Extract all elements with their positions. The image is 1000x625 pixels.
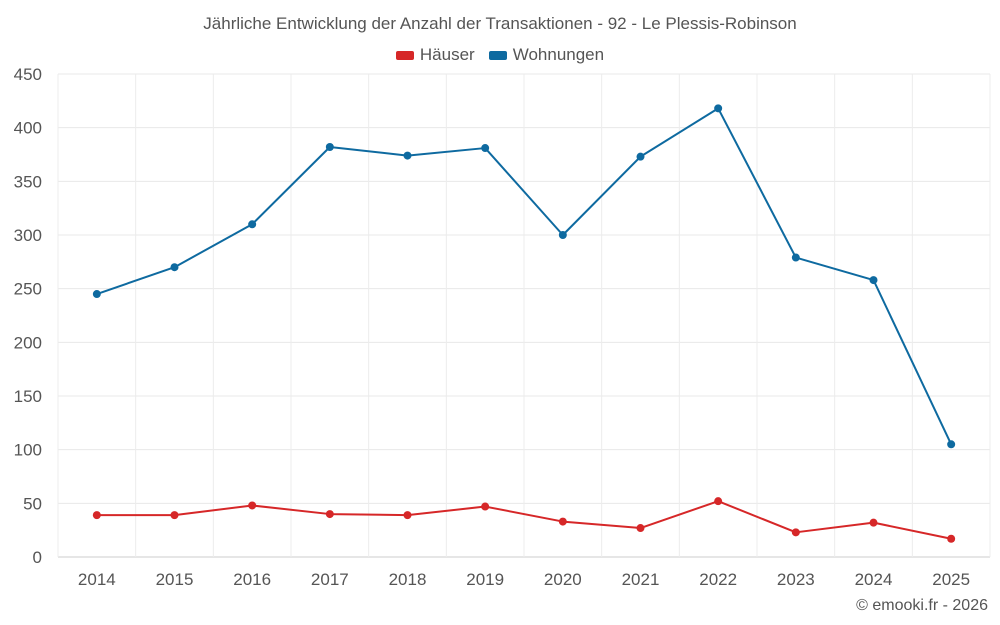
y-tick-label: 300	[14, 226, 42, 245]
legend: Häuser Wohnungen	[0, 45, 1000, 65]
series-line-wohnungen	[96, 107, 953, 445]
data-point-haeuser	[947, 534, 956, 543]
data-point-haeuser	[791, 528, 800, 537]
x-tick-label: 2023	[777, 570, 815, 589]
x-tick-label: 2024	[855, 570, 893, 589]
data-point-wohnungen	[947, 440, 956, 449]
credit-text: © emooki.fr - 2026	[856, 597, 988, 614]
data-point-wohnungen	[403, 151, 412, 160]
data-point-haeuser	[92, 511, 101, 520]
data-point-haeuser	[869, 518, 878, 527]
data-point-wohnungen	[791, 253, 800, 262]
data-point-wohnungen	[481, 144, 490, 153]
chart-title: Jährliche Entwicklung der Anzahl der Tra…	[203, 14, 797, 33]
legend-label-haeuser: Häuser	[419, 45, 475, 64]
y-tick-label: 450	[14, 65, 42, 84]
x-tick-label: 2016	[233, 570, 271, 589]
series-line-haeuser	[96, 500, 952, 540]
data-point-haeuser	[558, 517, 567, 526]
x-tick-label: 2021	[622, 570, 660, 589]
x-tick-label: 2014	[78, 570, 116, 589]
legend-swatch-haeuser	[395, 50, 414, 60]
data-point-haeuser	[403, 511, 412, 520]
x-tick-label: 2015	[156, 570, 194, 589]
legend-label-wohnungen: Wohnungen	[512, 45, 605, 64]
data-point-wohnungen	[636, 152, 645, 161]
data-point-haeuser	[325, 510, 334, 519]
y-tick-label: 400	[14, 119, 42, 138]
data-point-haeuser	[248, 501, 257, 510]
legend-item-haeuser[interactable]: Häuser	[395, 45, 475, 65]
x-tick-label: 2020	[544, 570, 582, 589]
x-tick-label: 2018	[389, 570, 427, 589]
x-tick-label: 2022	[699, 570, 737, 589]
y-tick-label: 150	[14, 387, 42, 406]
data-point-haeuser	[170, 511, 179, 520]
data-point-wohnungen	[170, 263, 179, 272]
legend-item-wohnungen[interactable]: Wohnungen	[488, 45, 605, 65]
data-point-wohnungen	[92, 290, 101, 299]
data-point-wohnungen	[869, 276, 878, 285]
data-point-wohnungen	[325, 142, 334, 151]
y-tick-label: 50	[23, 494, 42, 513]
y-tick-label: 100	[14, 441, 42, 460]
x-tick-label: 2019	[466, 570, 504, 589]
data-point-haeuser	[636, 524, 645, 533]
legend-swatch-wohnungen	[488, 50, 507, 60]
y-tick-label: 0	[33, 548, 42, 567]
data-point-wohnungen	[248, 220, 257, 229]
x-tick-label: 2025	[932, 570, 970, 589]
y-tick-label: 350	[14, 172, 42, 191]
data-point-haeuser	[714, 497, 723, 506]
x-tick-label: 2017	[311, 570, 349, 589]
data-point-wohnungen	[558, 231, 567, 239]
data-point-haeuser	[481, 502, 490, 511]
y-tick-label: 250	[14, 280, 42, 299]
data-point-wohnungen	[714, 104, 723, 113]
y-tick-label: 200	[14, 333, 42, 352]
